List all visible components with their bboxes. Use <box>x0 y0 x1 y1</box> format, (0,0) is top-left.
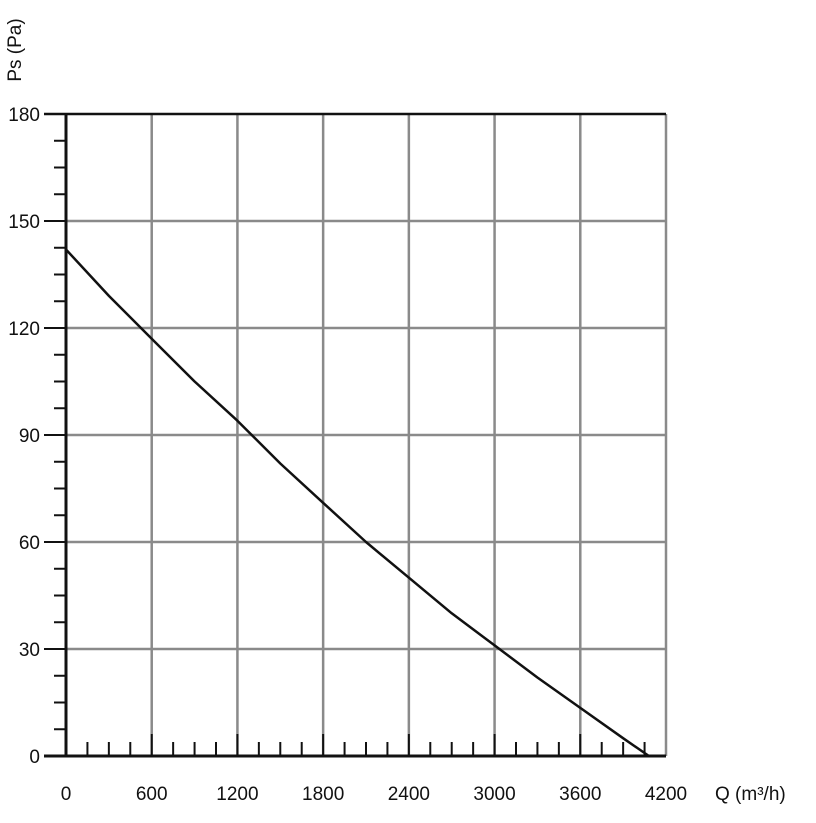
y-axis-title: Ps (Pa) <box>5 18 26 81</box>
x-tick-label: 3600 <box>559 784 601 805</box>
x-tick-label: 600 <box>136 784 168 805</box>
y-tick-label: 30 <box>19 640 40 661</box>
y-tick-label: 150 <box>8 212 40 233</box>
x-tick-label: 2400 <box>388 784 430 805</box>
y-tick-label: 60 <box>19 533 40 554</box>
x-tick-label: 1200 <box>216 784 258 805</box>
pressure-flow-curve <box>64 248 651 758</box>
plot-frame <box>44 112 668 758</box>
series-layer <box>64 248 651 758</box>
x-tick-label: 4200 <box>645 784 687 805</box>
grid-lines <box>66 114 666 756</box>
y-tick-label: 180 <box>8 105 40 126</box>
y-tick-label: 90 <box>19 426 40 447</box>
x-axis-title: Q (m³/h) <box>715 784 786 805</box>
y-tick-label: 0 <box>29 747 40 768</box>
x-tick-label: 1800 <box>302 784 344 805</box>
x-tick-label: 0 <box>61 784 72 805</box>
x-tick-label: 3000 <box>473 784 515 805</box>
y-tick-label: 120 <box>8 319 40 340</box>
